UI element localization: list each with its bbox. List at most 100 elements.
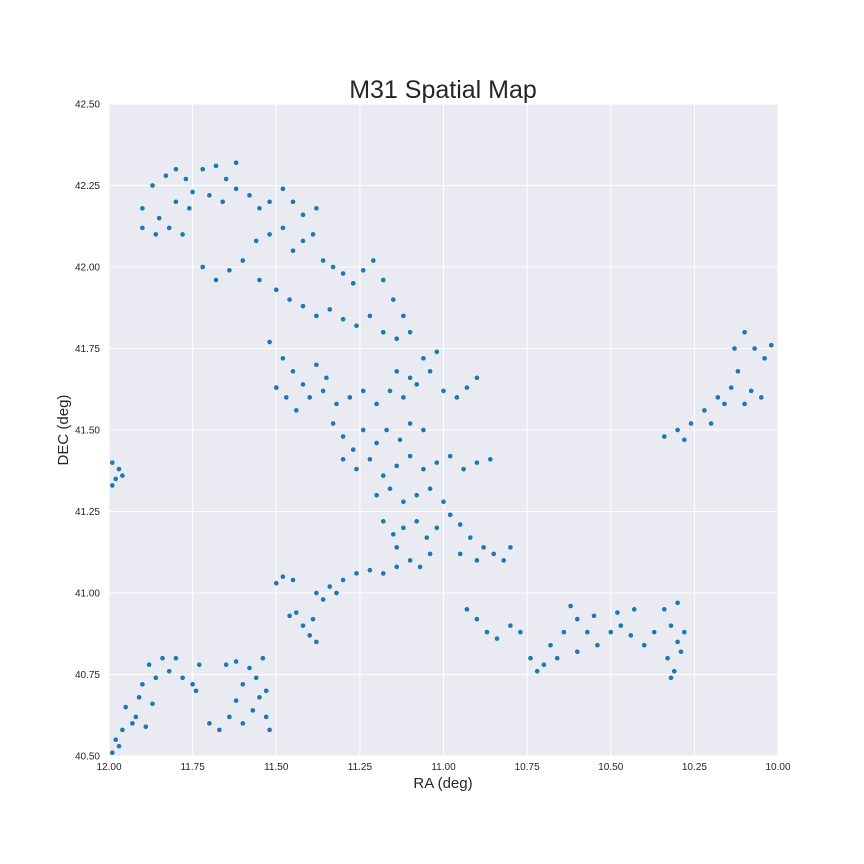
data-point bbox=[393, 335, 400, 342]
data-point bbox=[547, 642, 554, 649]
data-point bbox=[353, 466, 360, 472]
data-point bbox=[226, 267, 233, 274]
data-point bbox=[728, 384, 735, 391]
data-point bbox=[233, 185, 239, 192]
data-point bbox=[500, 557, 507, 564]
data-point bbox=[541, 661, 547, 668]
data-point bbox=[413, 492, 420, 499]
data-point bbox=[427, 368, 433, 375]
data-point bbox=[457, 521, 464, 528]
data-point bbox=[246, 192, 253, 199]
data-point bbox=[758, 394, 765, 401]
data-point bbox=[146, 661, 152, 668]
x-axis-ticks: 12.00 11.75 11.50 11.25 11.00 10.75 10.50 10.25… bbox=[96, 762, 790, 773]
data-point bbox=[413, 518, 420, 525]
data-point bbox=[494, 635, 500, 642]
data-point bbox=[400, 524, 407, 531]
data-point bbox=[407, 420, 413, 427]
x-tick-label: 10.50 bbox=[598, 762, 623, 773]
data-point bbox=[206, 192, 213, 199]
data-point bbox=[323, 374, 330, 381]
y-axis-ticks: 40.50 40.75 41.00 41.25 41.50 41.75 42.00 42.25… bbox=[75, 100, 100, 763]
data-point bbox=[260, 655, 266, 662]
data-point bbox=[280, 573, 286, 580]
data-point bbox=[280, 185, 286, 192]
data-point bbox=[350, 446, 357, 453]
data-point bbox=[149, 182, 156, 189]
data-point bbox=[674, 599, 681, 606]
data-point bbox=[149, 700, 156, 707]
data-point bbox=[283, 394, 290, 401]
data-point bbox=[263, 714, 270, 720]
data-point bbox=[233, 697, 239, 704]
x-tick-label: 10.75 bbox=[515, 762, 540, 773]
data-points bbox=[109, 159, 775, 756]
data-point bbox=[457, 551, 464, 557]
data-point bbox=[407, 453, 413, 459]
data-point bbox=[561, 629, 567, 635]
data-point bbox=[109, 482, 116, 489]
data-point bbox=[233, 159, 239, 166]
data-point bbox=[417, 564, 423, 570]
data-point bbox=[213, 163, 219, 169]
data-point bbox=[741, 401, 748, 407]
data-point bbox=[427, 551, 433, 557]
data-point bbox=[300, 381, 306, 388]
data-point bbox=[263, 687, 270, 694]
data-point bbox=[286, 296, 293, 303]
data-point bbox=[119, 472, 126, 479]
data-point bbox=[173, 198, 179, 205]
data-point bbox=[199, 264, 206, 270]
y-tick-label: 41.00 bbox=[75, 589, 100, 600]
data-point bbox=[701, 407, 708, 414]
data-point bbox=[735, 368, 741, 375]
data-point bbox=[132, 714, 139, 720]
data-point bbox=[239, 720, 246, 727]
data-point bbox=[454, 394, 460, 401]
data-point bbox=[400, 498, 407, 505]
data-point bbox=[273, 580, 280, 587]
data-point bbox=[407, 374, 413, 381]
data-point bbox=[420, 466, 427, 472]
x-tick-label: 12.00 bbox=[96, 762, 121, 773]
data-point bbox=[627, 632, 634, 639]
data-point bbox=[420, 427, 427, 433]
data-point bbox=[380, 570, 387, 577]
data-point bbox=[671, 668, 678, 675]
data-point bbox=[340, 433, 346, 440]
data-point bbox=[280, 355, 286, 362]
data-point bbox=[768, 342, 775, 349]
data-point bbox=[116, 743, 122, 750]
data-point bbox=[290, 577, 296, 583]
data-point bbox=[534, 668, 541, 675]
data-point bbox=[156, 215, 163, 221]
grid-lines bbox=[108, 103, 779, 757]
data-point bbox=[179, 674, 186, 681]
data-point bbox=[189, 681, 196, 688]
data-point bbox=[313, 361, 320, 368]
data-point bbox=[413, 381, 420, 388]
y-tick-label: 40.75 bbox=[75, 670, 100, 681]
data-point bbox=[293, 407, 300, 414]
data-point bbox=[393, 544, 400, 551]
data-point bbox=[467, 534, 474, 541]
data-point bbox=[112, 476, 119, 482]
data-point bbox=[708, 420, 714, 427]
y-axis-label: DEC (deg) bbox=[55, 395, 72, 466]
data-point bbox=[300, 303, 306, 309]
data-point bbox=[290, 247, 296, 254]
data-point bbox=[370, 257, 377, 264]
data-point bbox=[353, 322, 360, 329]
data-point bbox=[249, 707, 256, 714]
data-point bbox=[239, 257, 246, 264]
data-point bbox=[333, 590, 340, 596]
data-point bbox=[159, 655, 166, 662]
data-point bbox=[507, 544, 514, 551]
data-point bbox=[266, 198, 273, 205]
data-point bbox=[353, 570, 360, 577]
data-point bbox=[320, 257, 326, 264]
y-tick-label: 42.50 bbox=[75, 100, 100, 111]
data-point bbox=[119, 727, 126, 733]
data-point bbox=[310, 616, 316, 622]
